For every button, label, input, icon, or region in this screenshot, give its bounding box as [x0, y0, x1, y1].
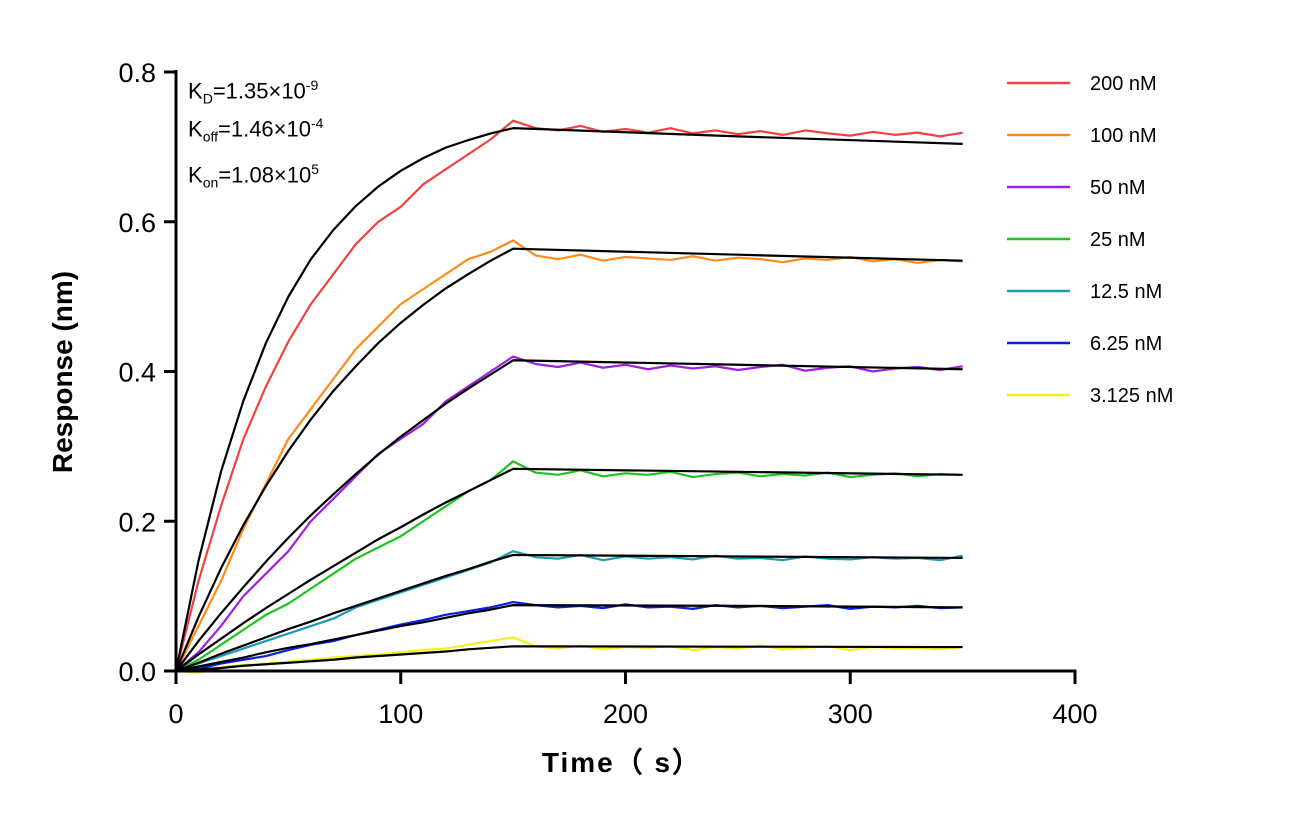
fit-curve-50nm [175, 359, 963, 672]
x-tick-label: 100 [378, 699, 423, 729]
y-tick-label: 0.8 [118, 58, 156, 88]
y-tick-label: 0.2 [118, 507, 156, 537]
x-axis-label: Time（ s） [542, 746, 702, 778]
legend-label: 12.5 nM [1090, 281, 1162, 303]
legend-label: 6.25 nM [1090, 333, 1162, 355]
measured-curve-3.125nm [175, 636, 963, 674]
annotation-kd: KD=1.35×10-9 [188, 77, 319, 107]
legend-label: 200 nM [1090, 73, 1157, 95]
y-tick-label: 0.4 [118, 358, 156, 388]
annotation-kon: Kon=1.08×105 [188, 161, 320, 191]
fit-curve-100nm [174, 247, 963, 672]
measured-curve-50nm [175, 355, 963, 672]
y-tick-label: 0.6 [118, 208, 156, 238]
measured-curve-25nm [175, 460, 963, 672]
y-axis-label: Response (nm) [47, 271, 78, 473]
fit-curve-12.5nm [175, 553, 963, 673]
measured-curve-100nm [175, 239, 963, 672]
measured-curve-12.5nm [175, 550, 963, 673]
x-tick-label: 300 [828, 699, 873, 729]
x-tick-label: 400 [1052, 699, 1097, 729]
plot-area [174, 119, 963, 674]
annotation-koff: Koff=1.46×10-4 [188, 115, 324, 145]
legend-label: 3.125 nM [1090, 385, 1173, 407]
axes: 0.0 0.2 0.4 0.6 0.8 0 100 200 300 400 [118, 58, 1097, 729]
x-tick-label: 200 [603, 699, 648, 729]
x-tick-label: 0 [168, 699, 183, 729]
fit-curve-3.125nm [175, 645, 963, 673]
measured-curve-200nm [174, 119, 963, 672]
fit-curve-200nm [174, 127, 963, 672]
y-tick-label: 0.0 [118, 657, 156, 687]
fit-curve-6.25nm [175, 604, 963, 673]
legend-label: 25 nM [1090, 229, 1146, 251]
legend: 200 nM 100 nM 50 nM 25 nM 12.5 nM 6.25 nM 3.12… [1007, 73, 1173, 407]
fit-curve-25nm [175, 467, 963, 672]
legend-label: 50 nM [1090, 177, 1146, 199]
legend-label: 100 nM [1090, 125, 1157, 147]
